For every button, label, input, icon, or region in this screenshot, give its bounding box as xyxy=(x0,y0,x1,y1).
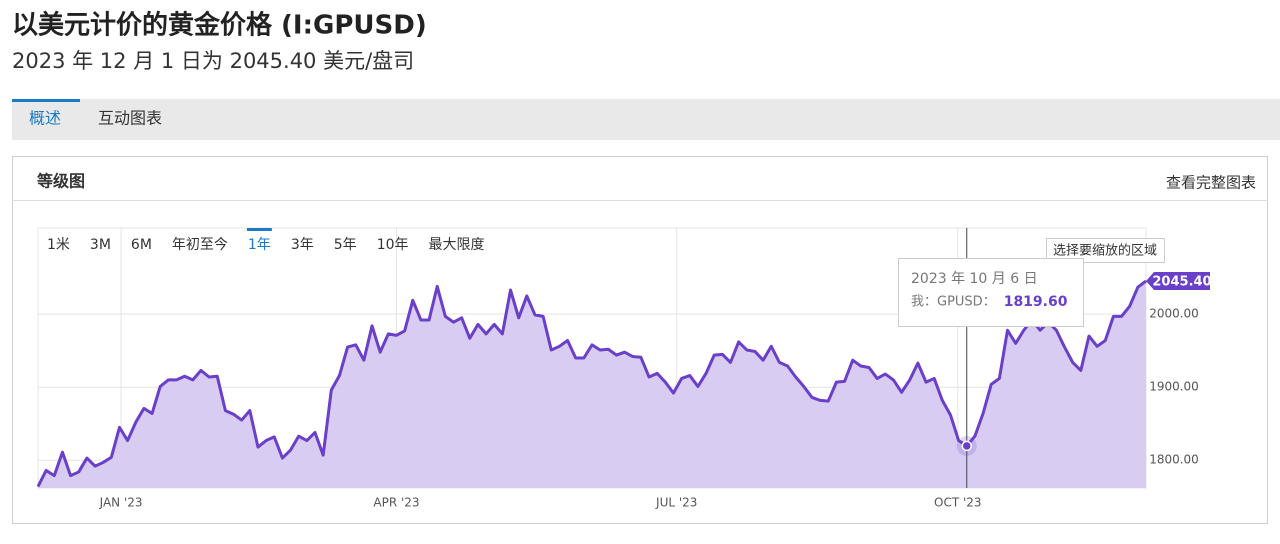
hover-point xyxy=(961,440,973,452)
x-tick-label: OCT '23 xyxy=(934,496,982,510)
range-button[interactable]: 10年 xyxy=(377,237,409,253)
zoom-button-label[interactable]: 选择要缩放的区域 xyxy=(1053,243,1157,259)
range-button[interactable]: 6M xyxy=(131,237,152,253)
tooltip-value: 1819.60 xyxy=(1004,294,1068,310)
range-button[interactable]: 1米 xyxy=(47,237,70,253)
panel-title: 等级图 xyxy=(36,172,85,191)
range-button[interactable]: 1年 xyxy=(248,237,271,253)
tooltip-date: 2023 年 10 月 6 日 xyxy=(911,271,1038,287)
page-subtitle: 2023 年 12 月 1 日为 2045.40 美元/盘司 xyxy=(12,49,414,73)
tab-indicator xyxy=(12,99,80,102)
range-indicator xyxy=(246,228,272,231)
page-title: 以美元计价的黄金价格 (I:GPUSD) xyxy=(12,10,427,41)
y-tick-label: 2000.00 xyxy=(1149,307,1199,321)
tab-bar xyxy=(12,99,1280,140)
tab[interactable]: 互动图表 xyxy=(98,109,162,128)
x-tick-label: JAN '23 xyxy=(99,496,143,510)
range-button[interactable]: 最大限度 xyxy=(429,237,485,253)
tooltip-series: 我：GPUSD： xyxy=(911,295,996,310)
range-button[interactable]: 3年 xyxy=(291,237,314,253)
range-button[interactable]: 5年 xyxy=(334,237,357,253)
line xyxy=(36,279,1147,488)
tooltip xyxy=(898,258,1084,327)
last-value-label: 2045.40 xyxy=(1152,275,1211,290)
tab[interactable]: 概述 xyxy=(29,109,61,128)
range-button[interactable]: 3M xyxy=(90,237,111,253)
panel-link[interactable]: 查看完整图表 xyxy=(1166,174,1256,192)
y-tick-label: 1900.00 xyxy=(1149,380,1199,394)
last-value-badge xyxy=(1146,272,1210,291)
x-tick-label: APR '23 xyxy=(373,496,419,510)
y-tick-label: 1800.00 xyxy=(1149,453,1199,467)
range-button[interactable]: 年初至今 xyxy=(172,236,228,253)
x-tick-label: JUL '23 xyxy=(655,496,697,510)
